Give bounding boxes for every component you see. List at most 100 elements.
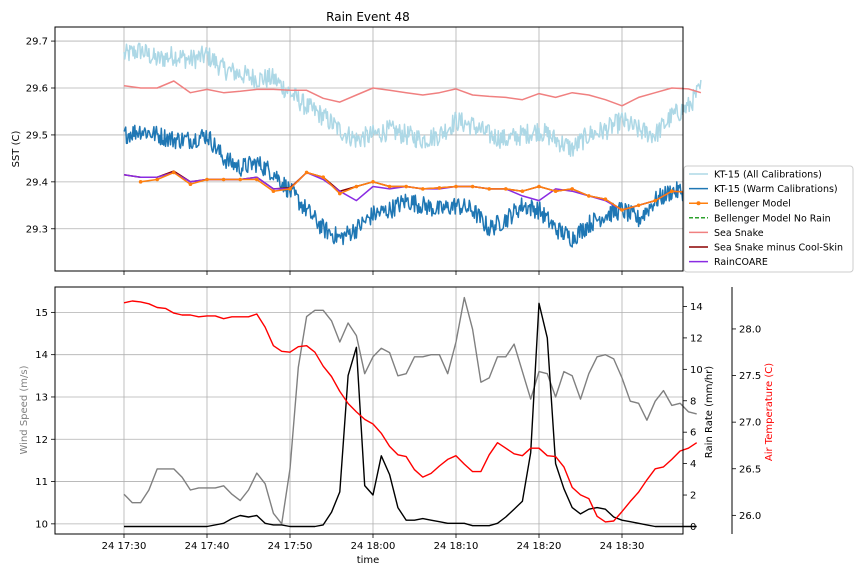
legend-box bbox=[683, 165, 854, 273]
bellenger-point bbox=[304, 170, 309, 175]
sst-y-tick-label: 29.5 bbox=[26, 130, 48, 141]
rain-y-tick-label: 6 bbox=[690, 428, 696, 439]
rain-y-tick-label: 8 bbox=[690, 396, 696, 407]
time-x-tick-label: 24 17:50 bbox=[268, 541, 313, 552]
kt-15-warm-calibrations-line bbox=[123, 124, 702, 248]
sst-y-tick-label: 29.3 bbox=[26, 224, 48, 235]
sst-y-axis-label: SST (C) bbox=[11, 131, 22, 168]
legend-label-bellenger-model-no-rain: Bellenger Model No Rain bbox=[714, 213, 831, 224]
air-temp-y-tick-label: 27.5 bbox=[739, 371, 761, 382]
air-temp-y-tick-label: 26.5 bbox=[739, 464, 761, 475]
wind-y-tick-label: 10 bbox=[35, 519, 48, 530]
bellenger-point bbox=[338, 191, 342, 196]
bellenger-point bbox=[454, 184, 458, 189]
bellenger-point bbox=[271, 189, 276, 194]
bellenger-point bbox=[188, 182, 193, 186]
sst-plot-area bbox=[123, 42, 703, 248]
air-temperature-line bbox=[123, 300, 698, 523]
legend-marker bbox=[696, 201, 701, 206]
sst-y-ticks: 29.3 29.4 29.5 29.6 29.7 bbox=[26, 37, 55, 235]
sst-x-ticks bbox=[123, 271, 623, 275]
bellenger-point bbox=[404, 184, 409, 189]
time-x-ticks: 24 17:30 24 17:40 24 17:50 24 18:00 24 18:10… bbox=[102, 534, 645, 552]
rain-rate-line bbox=[124, 302, 697, 528]
bellenger-point bbox=[421, 187, 425, 191]
weather-grid bbox=[55, 287, 683, 534]
weather-plot-area bbox=[123, 296, 698, 528]
rain-y-ticks: 0 2 4 6 8 10 12 14 bbox=[683, 302, 703, 533]
legend-label-sea-snake: Sea Snake bbox=[714, 228, 764, 239]
time-axis-label: time bbox=[357, 555, 380, 566]
air-temperature-axis-label: Air Temperature (C) bbox=[764, 363, 775, 461]
bellenger-point bbox=[570, 187, 574, 191]
sst-y-tick-label: 29.4 bbox=[26, 177, 48, 188]
air-temp-y-ticks: 26.0 26.5 27.0 27.5 28.0 bbox=[732, 324, 761, 522]
bellenger-point bbox=[221, 177, 226, 182]
bellenger-point bbox=[288, 187, 292, 191]
bellenger-point bbox=[371, 180, 375, 184]
wind-y-tick-label: 12 bbox=[35, 435, 48, 446]
time-x-tick-label: 24 17:30 bbox=[102, 541, 147, 552]
rain-y-tick-label: 4 bbox=[690, 459, 696, 470]
bellenger-point bbox=[238, 177, 242, 182]
legend-label-kt-15-warm-calibrations: KT-15 (Warm Calibrations) bbox=[714, 184, 838, 195]
bellenger-point bbox=[553, 189, 558, 194]
rain-y-tick-label: 0 bbox=[690, 522, 696, 533]
wind-speed-line bbox=[123, 296, 697, 525]
wind-y-tick-label: 14 bbox=[35, 350, 48, 361]
rain-rate-axis-label: Rain Rate (mm/hr) bbox=[704, 366, 715, 458]
legend-label-kt-15-all-calibrations: KT-15 (All Calibrations) bbox=[714, 170, 822, 181]
bellenger-point bbox=[354, 184, 359, 189]
wind-y-tick-label: 15 bbox=[35, 308, 48, 319]
wind-speed-axis-label: Wind Speed (m/s) bbox=[19, 365, 30, 454]
rain-y-tick-label: 12 bbox=[690, 333, 703, 344]
bellenger-point bbox=[321, 175, 326, 179]
bellenger-point bbox=[587, 194, 591, 198]
bellenger-point bbox=[487, 187, 492, 191]
weather-axes-frame bbox=[54, 286, 684, 535]
sst-axes-frame bbox=[54, 26, 684, 272]
sst-y-tick-label: 29.6 bbox=[26, 84, 48, 95]
bellenger-point bbox=[205, 177, 209, 182]
air-temp-y-tick-label: 28.0 bbox=[739, 324, 761, 335]
time-x-tick-label: 24 18:20 bbox=[517, 541, 562, 552]
air-temp-y-tick-label: 26.0 bbox=[739, 511, 761, 522]
air-temp-y-tick-label: 27.0 bbox=[739, 418, 761, 429]
bellenger-point bbox=[670, 189, 674, 194]
wind-y-tick-label: 13 bbox=[35, 392, 48, 403]
time-x-tick-label: 24 18:10 bbox=[434, 541, 479, 552]
bellenger-point bbox=[653, 198, 657, 203]
time-x-tick-label: 24 18:00 bbox=[351, 541, 396, 552]
time-x-tick-label: 24 18:30 bbox=[600, 541, 645, 552]
bellenger-point bbox=[138, 180, 143, 184]
bellenger-point bbox=[387, 184, 392, 189]
weather-panel: 10 11 12 13 14 15 0 2 4 6 8 10 12 14 26.0 26.5 27.0 27.… bbox=[19, 286, 775, 566]
legend-items: KT-15 (All Calibrations) KT-15 (Warm Cali… bbox=[689, 170, 843, 268]
rain-y-tick-label: 2 bbox=[690, 491, 696, 502]
bellenger-point bbox=[520, 189, 525, 194]
wind-y-ticks: 10 11 12 13 14 15 bbox=[35, 308, 55, 530]
sst-title: Rain Event 48 bbox=[326, 10, 410, 24]
sst-panel: Rain Event 48 29.3 29.4 29.5 29.6 29.7 SST (… bbox=[11, 10, 703, 275]
bellenger-point bbox=[155, 177, 159, 182]
rain-y-tick-label: 14 bbox=[690, 302, 703, 313]
bellenger-point bbox=[603, 197, 608, 202]
bellenger-point bbox=[437, 186, 442, 190]
legend-label-raincoare: RainCOARE bbox=[714, 257, 768, 268]
legend-label-sea-snake-minus-cool-skin: Sea Snake minus Cool-Skin bbox=[714, 243, 843, 254]
kt-15-all-calibrations-line bbox=[123, 42, 702, 157]
bellenger-point bbox=[620, 208, 624, 212]
time-x-tick-label: 24 17:40 bbox=[185, 541, 230, 552]
legend-label-bellenger-model: Bellenger Model bbox=[714, 199, 791, 210]
bellenger-point bbox=[504, 187, 508, 191]
bellenger-point bbox=[172, 170, 176, 175]
wind-y-tick-label: 11 bbox=[35, 477, 48, 488]
bellenger-point bbox=[537, 184, 541, 189]
rain-y-tick-label: 10 bbox=[690, 365, 703, 376]
bellenger-point bbox=[254, 177, 259, 182]
sst-y-tick-label: 29.7 bbox=[26, 37, 48, 48]
bellenger-point bbox=[470, 184, 475, 189]
bellenger-point bbox=[636, 203, 641, 208]
